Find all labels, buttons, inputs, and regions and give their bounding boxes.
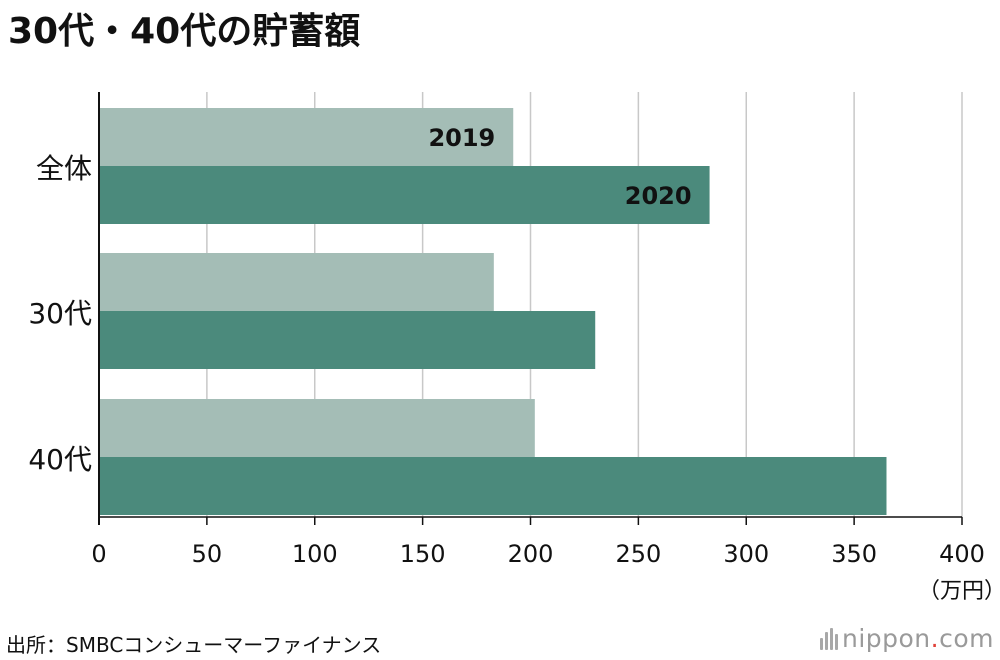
x-tick-label: 300 — [723, 540, 769, 568]
category-label: 全体 — [36, 152, 92, 185]
x-tick-label: 400 — [939, 540, 985, 568]
bar — [99, 253, 494, 311]
x-tick-label: 0 — [91, 540, 106, 568]
brand-bars-icon — [819, 627, 838, 650]
x-tick-label: 350 — [831, 540, 877, 568]
series-label: 2020 — [625, 182, 692, 210]
series-label: 2019 — [428, 124, 495, 152]
brand-name: nippon.com — [841, 624, 994, 653]
brand-logo: nippon.com — [819, 624, 994, 653]
chart-title: 30代・40代の貯蓄額 — [8, 11, 361, 52]
x-tick-label: 50 — [192, 540, 223, 568]
category-label: 30代 — [28, 297, 92, 330]
x-tick-label: 200 — [508, 540, 554, 568]
bar — [99, 311, 596, 369]
x-tick-label: 150 — [400, 540, 446, 568]
x-unit-label: （万円） — [918, 579, 1000, 604]
source-note: 出所：SMBCコンシューマーファイナンス — [6, 633, 382, 657]
bar — [99, 399, 535, 457]
category-label: 40代 — [28, 443, 92, 476]
bar — [99, 108, 514, 166]
bar — [99, 457, 887, 515]
x-tick-label: 250 — [615, 540, 661, 568]
x-tick-label: 100 — [292, 540, 338, 568]
bar — [99, 166, 710, 224]
